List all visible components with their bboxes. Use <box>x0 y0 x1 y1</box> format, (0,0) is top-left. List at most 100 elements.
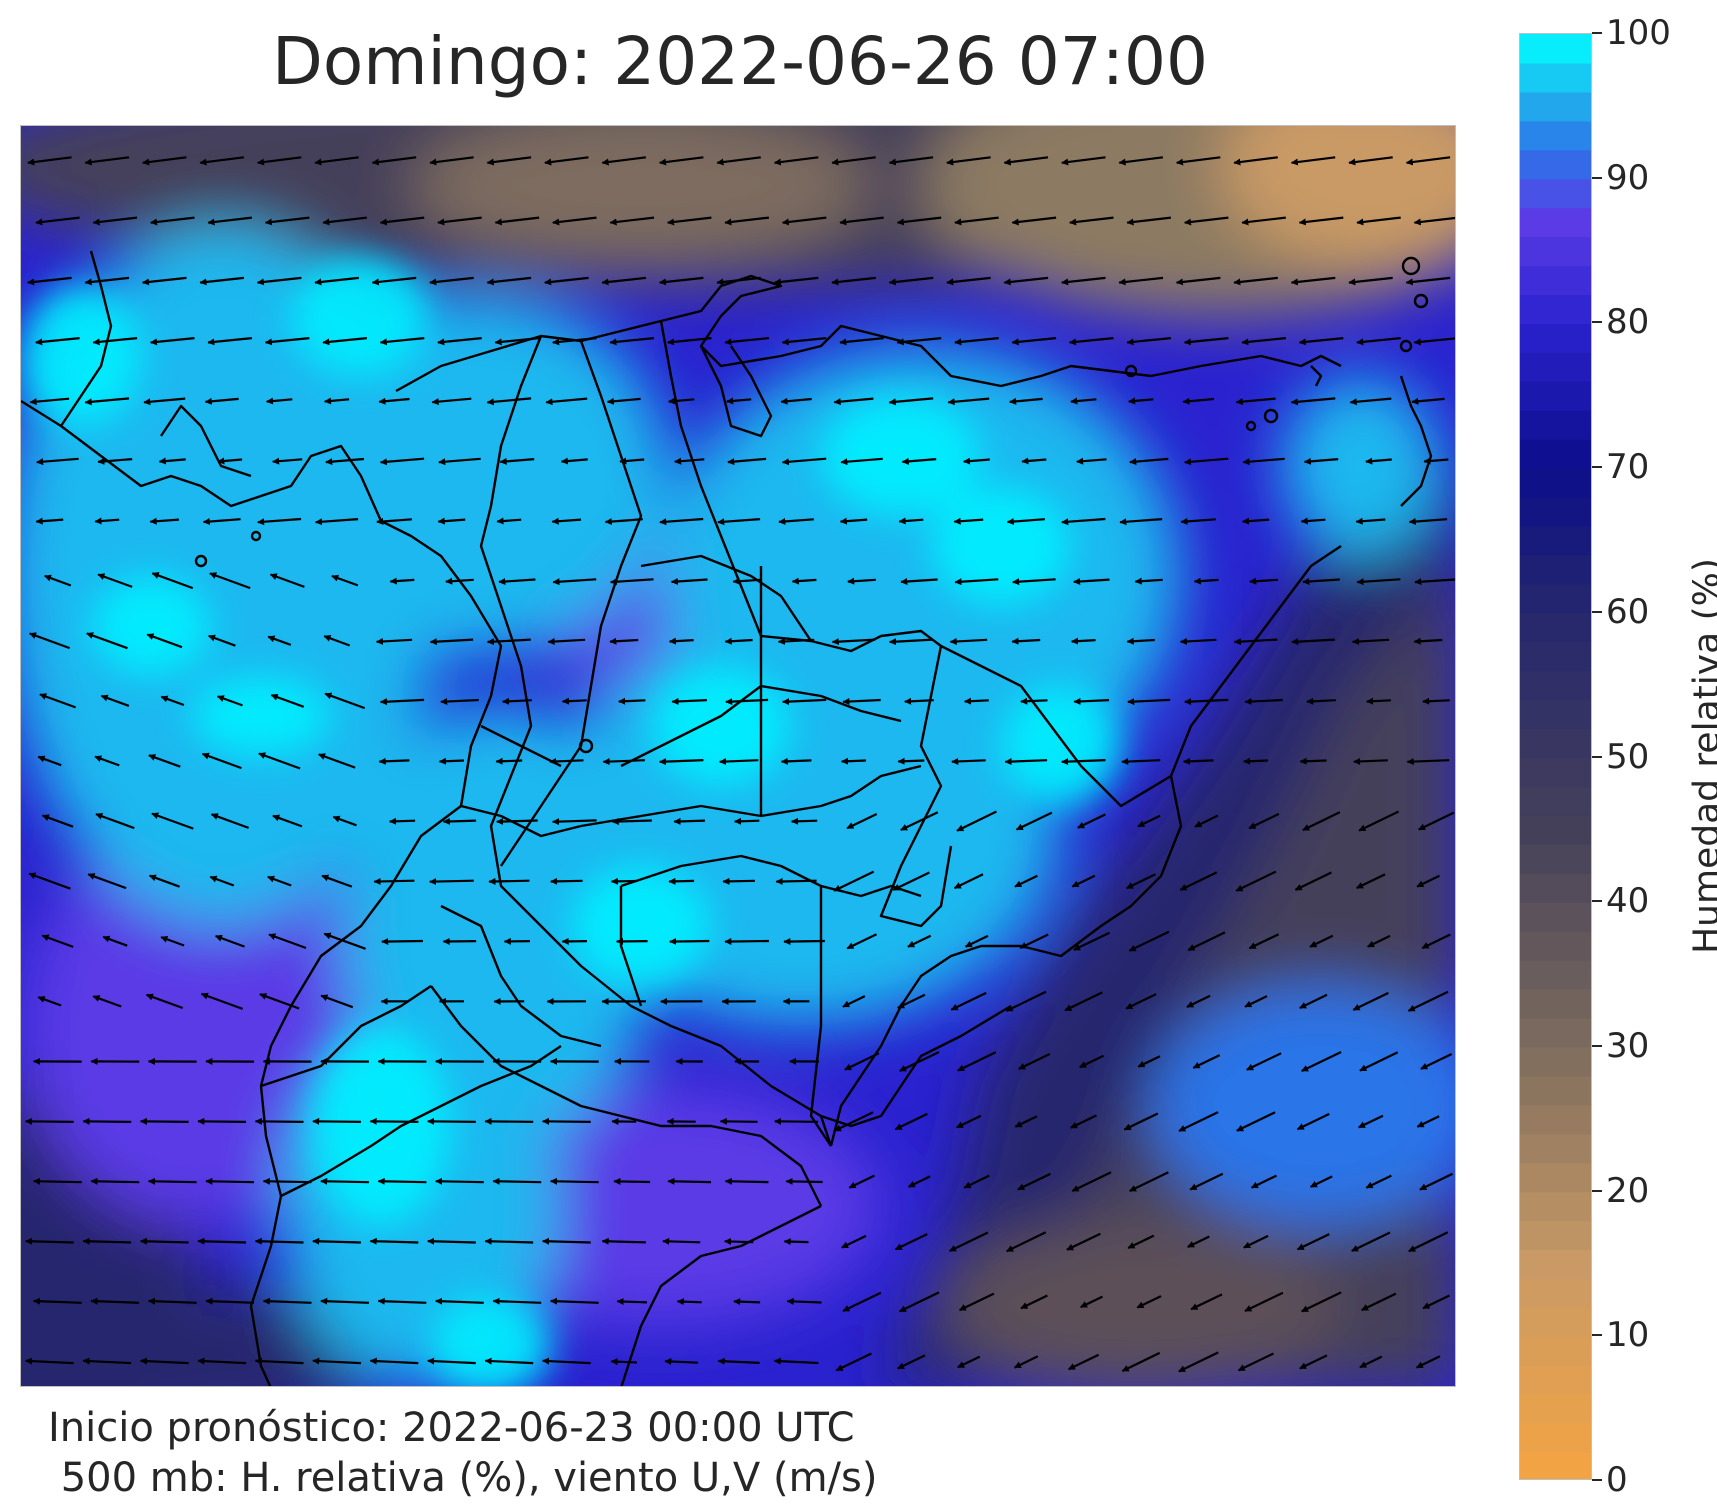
wind-arrow <box>1019 933 1049 949</box>
wind-arrow <box>369 1357 419 1365</box>
wind-arrow <box>717 518 761 526</box>
wind-arrow <box>160 695 185 707</box>
colorbar-band <box>1520 1104 1591 1135</box>
wind-arrow <box>24 1237 74 1245</box>
wind-arrow <box>1413 337 1455 346</box>
wind-arrow <box>486 156 532 166</box>
wind-arrow <box>486 397 532 406</box>
wind-arrow <box>1421 933 1451 950</box>
wind-arrow <box>601 276 647 286</box>
wind-arrow <box>551 517 582 525</box>
wind-arrow <box>267 875 292 887</box>
wind-arrow <box>1248 812 1280 830</box>
wind-arrow <box>1299 1354 1328 1370</box>
wind-arrow <box>1290 397 1336 406</box>
wind-arrow <box>312 1357 361 1365</box>
colorbar-band <box>1520 844 1591 874</box>
wind-arrow <box>1411 397 1445 405</box>
wind-arrow <box>609 216 655 226</box>
wind-arrow <box>1233 638 1278 646</box>
colorbar-tick <box>1592 1334 1602 1337</box>
wind-arrow <box>1365 1174 1392 1189</box>
wind-arrow <box>1353 757 1388 765</box>
wind-arrow <box>1405 156 1451 166</box>
wind-arrow <box>618 697 646 705</box>
coastlines-borders <box>21 250 1433 1386</box>
wind-arrow <box>897 993 926 1009</box>
wind-arrow <box>139 1117 189 1125</box>
wind-arrow <box>1233 156 1278 166</box>
wind-arrow <box>549 757 584 765</box>
wind-arrow <box>1014 874 1038 888</box>
colorbar-band <box>1520 583 1591 614</box>
wind-arrow <box>894 1112 928 1131</box>
wind-arrow <box>1194 814 1219 828</box>
colorbar-band <box>1520 1075 1591 1106</box>
wind-arrow <box>1178 1351 1219 1373</box>
wind-arrow <box>601 156 647 166</box>
wind-arrow <box>907 934 932 948</box>
wind-arrow <box>846 933 877 950</box>
wind-arrow <box>1076 457 1107 465</box>
wind-arrow <box>1182 757 1214 765</box>
wind-arrow <box>149 517 179 525</box>
wind-arrow <box>839 337 884 346</box>
wind-arrow <box>1126 637 1155 645</box>
wind-arrow <box>35 517 64 525</box>
wind-arrow <box>954 578 999 586</box>
wind-arrow <box>1012 578 1056 586</box>
colorbar-band <box>1520 381 1591 411</box>
wind-arrow <box>1061 276 1106 286</box>
wind-arrow <box>953 517 984 525</box>
wind-arrow <box>1356 873 1386 889</box>
wind-arrow <box>429 878 474 886</box>
wind-arrow <box>369 1117 419 1125</box>
wind-arrow <box>312 1237 361 1245</box>
wind-arrow <box>671 697 707 705</box>
wind-arrow <box>1303 457 1339 465</box>
wind-arrow <box>957 1051 997 1072</box>
wind-arrow <box>844 1052 880 1071</box>
wind-arrow <box>204 397 239 405</box>
wind-arrow <box>839 216 884 226</box>
wind-arrow <box>724 1177 769 1185</box>
wind-arrow <box>369 1237 419 1245</box>
wind-arrow <box>97 573 133 588</box>
colorbar-band <box>1520 468 1591 498</box>
colorbar-band <box>1520 757 1591 788</box>
wind-arrow <box>670 577 708 585</box>
wind-arrow <box>1136 1295 1162 1309</box>
wind-arrow <box>676 1298 702 1306</box>
wind-arrow <box>552 216 597 226</box>
wind-arrow <box>378 757 410 765</box>
wind-arrow <box>332 815 357 827</box>
wind-arrow <box>1309 1175 1333 1188</box>
wind-arrow <box>549 1297 599 1305</box>
wind-arrow <box>950 991 987 1011</box>
wind-arrow <box>1192 1054 1221 1069</box>
wind-arrow <box>666 337 712 346</box>
wind-arrow <box>1296 1112 1330 1131</box>
wind-arrow <box>36 457 79 466</box>
wind-arrow <box>831 276 876 286</box>
wind-arrow <box>262 1177 312 1185</box>
colorbar-band <box>1520 641 1591 672</box>
colorbar-band <box>1520 1336 1591 1366</box>
wind-arrow <box>1073 697 1110 705</box>
colorbar-band <box>1520 439 1591 469</box>
map-panel <box>20 125 1456 1387</box>
wind-arrow <box>437 337 482 346</box>
wind-arrow <box>207 216 253 226</box>
wind-arrow <box>94 517 120 525</box>
wind-arrow <box>1134 577 1163 585</box>
wind-arrow <box>259 993 300 1010</box>
wind-arrow <box>780 397 812 405</box>
wind-arrow <box>1121 758 1161 766</box>
wind-arrow <box>1005 990 1047 1012</box>
wind-arrow <box>254 1117 304 1125</box>
wind-arrow <box>486 638 531 646</box>
wind-arrow <box>95 812 135 830</box>
wind-arrow <box>1365 457 1392 465</box>
wind-arrow <box>791 577 817 585</box>
colorbar-tick <box>1592 321 1602 324</box>
